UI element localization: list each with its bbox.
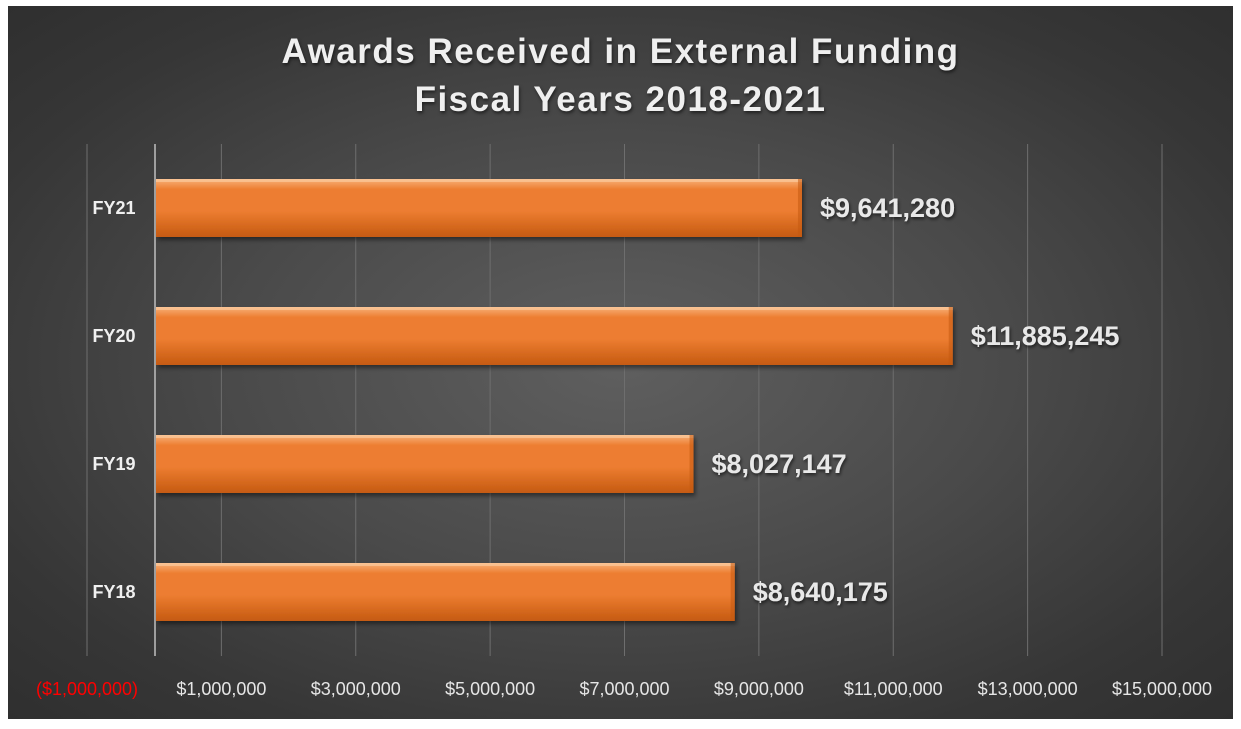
bar xyxy=(156,563,735,621)
data-label: $8,640,175 xyxy=(753,577,888,607)
x-tick-label: $5,000,000 xyxy=(445,679,535,699)
chart-title-line-1: Awards Received in External Funding xyxy=(281,32,960,71)
bar xyxy=(156,435,694,493)
x-tick-label: $13,000,000 xyxy=(978,679,1078,699)
category-label: FY18 xyxy=(92,582,135,602)
category-label: FY20 xyxy=(92,326,135,346)
bar-chart: ($1,000,000) $1,000,000 $3,000,000 $5,000,0… xyxy=(36,144,1212,699)
x-tick-label: $7,000,000 xyxy=(579,679,669,699)
x-tick-label: $1,000,000 xyxy=(176,679,266,699)
bar-highlight xyxy=(156,179,802,182)
x-tick-label: $9,000,000 xyxy=(714,679,804,699)
data-label: $8,027,147 xyxy=(712,449,847,479)
x-tick-label: ($1,000,000) xyxy=(36,679,138,699)
bar-highlight xyxy=(156,435,694,438)
bar-highlight xyxy=(156,307,953,310)
bar xyxy=(156,179,802,237)
chart-area: Awards Received in External Funding Fisc… xyxy=(8,6,1233,719)
chart-title-line-2: Fiscal Years 2018-2021 xyxy=(414,80,827,119)
bar-end-bevel xyxy=(797,179,802,237)
x-tick-label: $15,000,000 xyxy=(1112,679,1212,699)
data-label: $11,885,245 xyxy=(971,321,1120,351)
labels: ($1,000,000) $1,000,000 $3,000,000 $5,000,0… xyxy=(36,193,1212,699)
bar-highlight xyxy=(156,563,735,566)
bar-end-bevel xyxy=(689,435,694,493)
x-tick-label: $11,000,000 xyxy=(844,679,943,699)
bar-end-bevel xyxy=(948,307,953,365)
bar xyxy=(156,307,953,365)
category-label: FY21 xyxy=(92,198,135,218)
chart-title: Awards Received in External Funding Fisc… xyxy=(8,28,1233,124)
bars xyxy=(156,179,953,621)
x-tick-label: $3,000,000 xyxy=(311,679,401,699)
data-label: $9,641,280 xyxy=(820,193,955,223)
category-label: FY19 xyxy=(92,454,135,474)
bar-end-bevel xyxy=(730,563,735,621)
